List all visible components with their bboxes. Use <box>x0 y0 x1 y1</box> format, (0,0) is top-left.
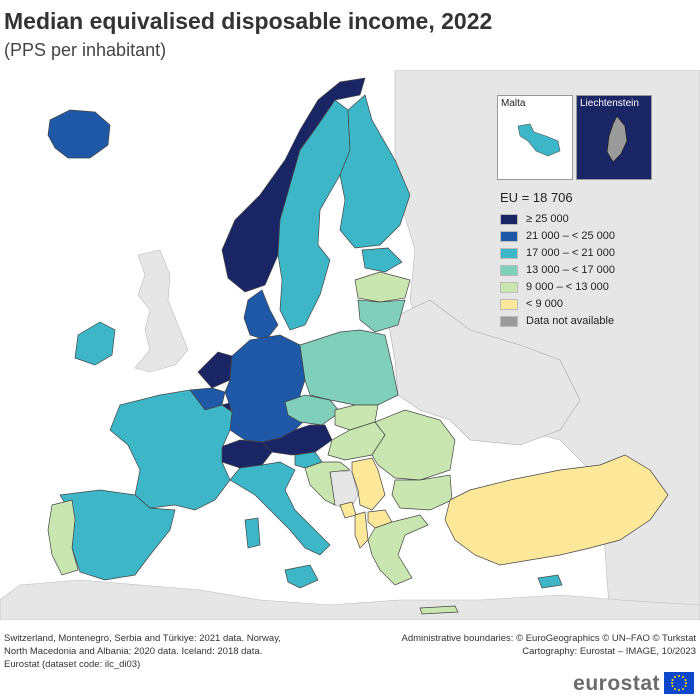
region-netherlands <box>197 351 233 389</box>
map-legend: EU = 18 706 ≥ 25 000 21 000 – < 25 000 17 … <box>500 190 670 330</box>
liechtenstein-shape <box>606 115 628 163</box>
malta-shape <box>517 123 561 157</box>
region-uk <box>134 249 189 373</box>
footnote-right: Administrative boundaries: © EuroGeograp… <box>386 632 696 658</box>
region-ireland <box>74 321 116 366</box>
region-france <box>109 389 233 511</box>
region-montenegro <box>339 501 357 519</box>
region-switzerland <box>217 439 273 469</box>
region-turkiye <box>444 454 669 566</box>
region-czechia <box>284 394 341 426</box>
legend-item: < 9 000 <box>500 296 670 312</box>
legend-item: 13 000 – < 17 000 <box>500 262 670 278</box>
legend-label: 17 000 – < 21 000 <box>526 247 615 259</box>
legend-item: 21 000 – < 25 000 <box>500 228 670 244</box>
region-iceland <box>47 109 111 159</box>
legend-item: Data not available <box>500 313 670 329</box>
region-serbia <box>351 457 386 511</box>
inset-malta-map <box>517 123 561 157</box>
legend-swatch <box>500 298 518 310</box>
legend-label: 9 000 – < 13 000 <box>526 281 609 293</box>
region-estonia <box>361 247 403 273</box>
region-sicily <box>284 564 319 589</box>
region-albania <box>354 511 369 549</box>
legend-swatch <box>500 230 518 242</box>
legend-label: 13 000 – < 17 000 <box>526 264 615 276</box>
region-croatia <box>304 461 351 506</box>
region-romania <box>371 409 456 481</box>
region-bulgaria <box>391 474 453 511</box>
region-poland <box>299 329 399 406</box>
region-italy <box>229 461 331 556</box>
legend-swatch <box>500 213 518 225</box>
page-title: Median equivalised disposable income, 20… <box>4 8 493 34</box>
region-portugal <box>47 499 79 576</box>
region-crete <box>419 605 459 615</box>
region-latvia <box>354 271 411 303</box>
footnote-left: Switzerland, Montenegro, Serbia and Türk… <box>4 632 304 671</box>
eu-flag-icon <box>664 672 694 694</box>
cartography-credit: Cartography: Eurostat – IMAGE, 10/2023 <box>522 646 696 657</box>
legend-label: < 9 000 <box>526 298 564 310</box>
inset-malta-label: Malta <box>501 98 526 109</box>
inset-liechtenstein-label: Liechtenstein <box>580 98 639 109</box>
inset-malta: Malta <box>497 95 573 180</box>
footnote-line-1: Switzerland, Montenegro, Serbia and Türk… <box>4 633 281 644</box>
map-svg <box>0 70 700 620</box>
region-cyprus <box>537 574 563 589</box>
legend-swatch <box>500 315 518 327</box>
legend-swatch <box>500 247 518 259</box>
footnote-line-2: North Macedonia and Albania: 2020 data. … <box>4 646 263 657</box>
inset-liechtenstein-map <box>606 115 628 163</box>
legend-item: 17 000 – < 21 000 <box>500 245 670 261</box>
region-sweden <box>277 99 351 331</box>
eurostat-logo: eurostat <box>573 672 660 695</box>
legend-title: EU = 18 706 <box>500 190 573 205</box>
region-belarus-ukraine <box>387 299 581 446</box>
region-sardinia <box>244 517 261 549</box>
region-greece <box>367 514 429 586</box>
region-austria <box>261 424 333 456</box>
page-subtitle: (PPS per inhabitant) <box>4 40 167 60</box>
legend-swatch <box>500 281 518 293</box>
legend-swatch <box>500 264 518 276</box>
source-line: Eurostat (dataset code: ilc_di03) <box>4 659 141 670</box>
inset-liechtenstein: Liechtenstein <box>576 95 652 180</box>
boundaries-credit: Administrative boundaries: © EuroGeograp… <box>401 633 696 644</box>
region-germany <box>224 334 311 443</box>
region-africa <box>0 579 700 620</box>
region-denmark <box>243 289 279 341</box>
region-lithuania <box>357 299 406 333</box>
legend-item: 9 000 – < 13 000 <box>500 279 670 295</box>
legend-label: ≥ 25 000 <box>526 213 569 225</box>
legend-label: 21 000 – < 25 000 <box>526 230 615 242</box>
legend-label: Data not available <box>526 315 615 327</box>
legend-item: ≥ 25 000 <box>500 211 670 227</box>
region-finland <box>339 94 411 249</box>
